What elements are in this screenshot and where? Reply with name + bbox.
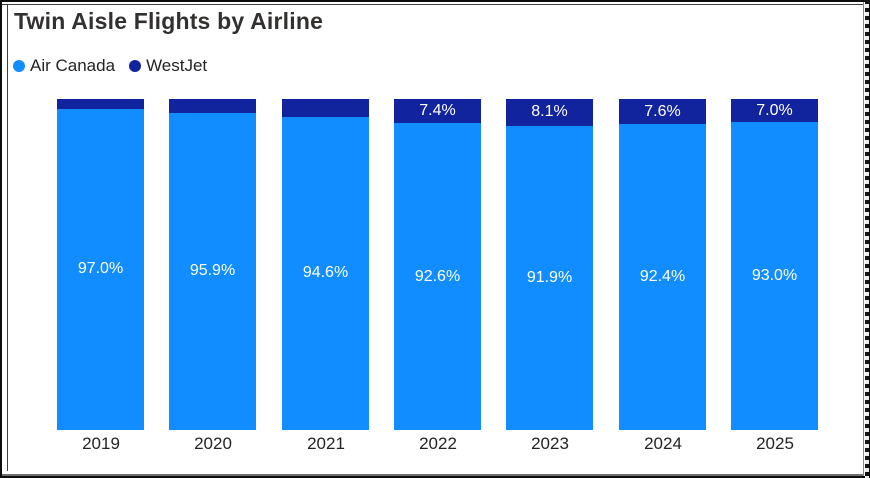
bar-segment-westjet-2019[interactable] xyxy=(57,99,144,109)
data-label-air-canada-2019: 97.0% xyxy=(77,260,124,278)
data-label-westjet-2023: 8.1% xyxy=(531,103,568,121)
frame-inner-line-left xyxy=(7,4,8,471)
data-label-air-canada-2022: 92.6% xyxy=(414,267,461,285)
bar-2022[interactable]: 7.4% 92.6% xyxy=(394,99,481,430)
legend-marker-air-canada-icon xyxy=(13,60,25,72)
data-label-westjet-2025: 7.0% xyxy=(756,101,793,119)
bar-segment-westjet-2024[interactable]: 7.6% xyxy=(619,99,706,125)
data-label-air-canada-2023: 91.9% xyxy=(526,268,573,286)
x-axis-label-2022: 2022 xyxy=(419,434,457,453)
data-label-air-canada-2020: 95.9% xyxy=(189,262,236,280)
legend-label-westjet: WestJet xyxy=(146,56,208,75)
bar-2025[interactable]: 7.0% 93.0% xyxy=(731,99,818,430)
x-axis-label-2019: 2019 xyxy=(82,434,120,453)
x-axis-label-2020: 2020 xyxy=(194,434,232,453)
bar-segment-westjet-2021[interactable] xyxy=(282,99,369,117)
data-label-westjet-2024: 7.6% xyxy=(644,102,681,120)
legend-item-westjet[interactable]: WestJet xyxy=(129,56,207,76)
data-label-air-canada-2021: 94.6% xyxy=(302,264,349,282)
frame-inner-line-bottom xyxy=(2,474,863,476)
data-label-air-canada-2024: 92.4% xyxy=(639,268,686,286)
legend-item-air-canada[interactable]: Air Canada xyxy=(13,56,115,76)
frame-dashed-edge xyxy=(865,0,869,478)
data-label-air-canada-2025: 93.0% xyxy=(751,267,798,285)
bar-segment-air-canada-2022[interactable]: 92.6% xyxy=(394,123,481,430)
x-axis-label-2021: 2021 xyxy=(307,434,345,453)
x-axis-label-2025: 2025 xyxy=(756,434,794,453)
bar-segment-air-canada-2023[interactable]: 91.9% xyxy=(506,125,593,430)
bar-segment-westjet-2022[interactable]: 7.4% xyxy=(394,99,481,124)
bar-segment-air-canada-2024[interactable]: 92.4% xyxy=(619,124,706,430)
bar-2019[interactable]: 97.0% xyxy=(57,99,144,430)
bar-segment-air-canada-2025[interactable]: 93.0% xyxy=(731,122,818,430)
legend-marker-westjet-icon xyxy=(129,60,142,72)
legend-label-air-canada: Air Canada xyxy=(30,56,116,75)
bar-segment-westjet-2020[interactable] xyxy=(169,99,256,113)
bar-2024[interactable]: 7.6% 92.4% xyxy=(619,99,706,430)
x-axis-label-2023: 2023 xyxy=(531,434,569,453)
frame-inner-line-top xyxy=(2,4,863,5)
bar-segment-westjet-2025[interactable]: 7.0% xyxy=(731,99,818,123)
bar-2021[interactable]: 94.6% xyxy=(282,99,369,430)
data-label-westjet-2022: 7.4% xyxy=(419,102,456,120)
bar-2020[interactable]: 95.9% xyxy=(169,99,256,430)
frame-inner-line-right xyxy=(863,2,864,476)
chart-legend: Air Canada WestJet xyxy=(13,56,207,76)
bar-segment-air-canada-2021[interactable]: 94.6% xyxy=(282,116,369,430)
bar-2023[interactable]: 8.1% 91.9% xyxy=(506,99,593,430)
x-axis-label-2024: 2024 xyxy=(644,434,682,453)
bar-segment-air-canada-2019[interactable]: 97.0% xyxy=(57,108,144,430)
bar-segment-westjet-2023[interactable]: 8.1% xyxy=(506,99,593,126)
bar-segment-air-canada-2020[interactable]: 95.9% xyxy=(169,112,256,430)
chart-title: Twin Aisle Flights by Airline xyxy=(14,8,324,34)
